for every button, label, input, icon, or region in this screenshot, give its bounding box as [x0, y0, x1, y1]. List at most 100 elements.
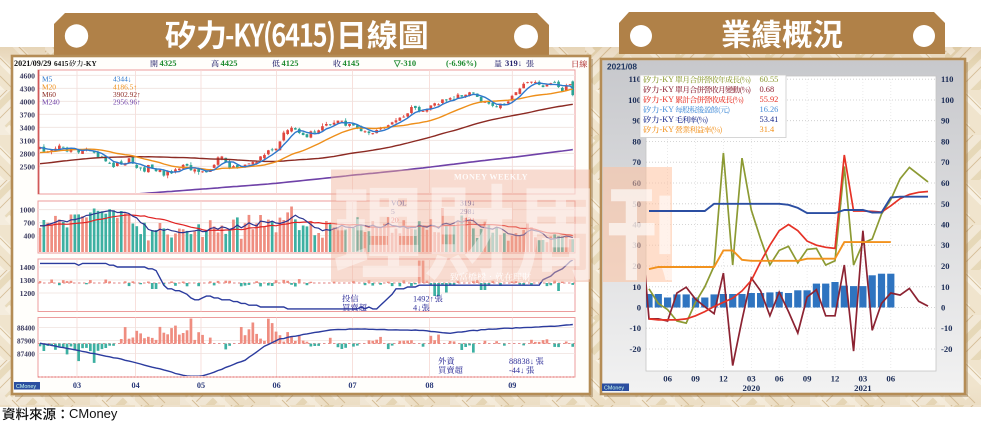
svg-text:-20: -20: [941, 344, 952, 354]
svg-text:04: 04: [132, 381, 140, 390]
svg-text:06: 06: [775, 374, 784, 384]
svg-text:1200: 1200: [20, 289, 36, 298]
svg-text:-44↓: -44↓: [509, 366, 524, 375]
svg-text:4344↓: 4344↓: [113, 75, 131, 84]
svg-text:CMoney: CMoney: [604, 386, 624, 392]
svg-text:2021: 2021: [854, 383, 872, 393]
svg-text:03: 03: [747, 374, 756, 384]
svg-text:342↑: 342↑: [460, 216, 475, 225]
svg-text:03: 03: [859, 374, 868, 384]
svg-text:09: 09: [508, 381, 516, 390]
svg-text:80: 80: [632, 137, 641, 147]
svg-text:319↓: 319↓: [460, 199, 475, 208]
svg-text:-KY: -KY: [660, 125, 675, 134]
svg-text:110: 110: [629, 74, 641, 84]
svg-text:70: 70: [941, 157, 950, 167]
svg-text:06: 06: [663, 374, 672, 384]
svg-text:20: 20: [941, 261, 950, 271]
svg-text:60.55: 60.55: [760, 75, 779, 84]
svg-text:3902.92↑: 3902.92↑: [113, 90, 141, 99]
svg-text:-KY: -KY: [660, 85, 675, 94]
svg-text:0: 0: [941, 303, 945, 313]
svg-text:1000: 1000: [20, 206, 36, 215]
svg-text:2800: 2800: [20, 149, 36, 158]
svg-text:CMoney: CMoney: [16, 384, 36, 390]
svg-text:80: 80: [941, 137, 950, 147]
svg-text:06: 06: [886, 374, 895, 384]
svg-text:-KY: -KY: [660, 105, 675, 114]
svg-text:110: 110: [941, 74, 953, 84]
svg-text:16.26: 16.26: [760, 105, 779, 114]
svg-text:4↓: 4↓: [413, 304, 421, 313]
svg-text:4325: 4325: [160, 58, 177, 68]
svg-text:06: 06: [273, 381, 281, 390]
svg-text:05: 05: [197, 381, 205, 390]
svg-text:3700: 3700: [20, 110, 36, 119]
svg-text:1492↑: 1492↑: [413, 295, 434, 304]
svg-text:55.92: 55.92: [760, 95, 779, 104]
svg-text:1400: 1400: [20, 263, 36, 272]
svg-text:M20: M20: [42, 82, 56, 91]
svg-text:400: 400: [23, 232, 35, 241]
svg-text:-KY: -KY: [660, 75, 675, 84]
svg-text:1300: 1300: [20, 276, 36, 285]
svg-text:30: 30: [941, 240, 950, 250]
svg-text:100: 100: [628, 95, 641, 105]
svg-text:53.41: 53.41: [760, 115, 779, 124]
svg-text:319↓: 319↓: [505, 58, 522, 68]
svg-text:VOL: VOL: [391, 199, 407, 208]
svg-text:100: 100: [941, 95, 954, 105]
svg-text:(-6.96%): (-6.96%): [446, 59, 477, 68]
svg-text:50: 50: [941, 199, 950, 209]
svg-text:2021/09/29: 2021/09/29: [14, 59, 51, 68]
svg-text:0: 0: [637, 303, 641, 313]
svg-text:10: 10: [632, 282, 641, 292]
svg-text:700: 700: [23, 219, 35, 228]
svg-text:31.4: 31.4: [760, 125, 775, 134]
svg-text:M5: M5: [42, 75, 53, 84]
svg-text:87900: 87900: [17, 338, 35, 346]
svg-text:4425: 4425: [221, 58, 238, 68]
svg-text:09: 09: [691, 374, 700, 384]
svg-text:M240: M240: [42, 97, 60, 106]
svg-text:-10: -10: [630, 323, 641, 333]
svg-text:-20: -20: [630, 344, 641, 354]
svg-text:12: 12: [831, 374, 840, 384]
svg-text:08: 08: [425, 381, 433, 390]
svg-text:88400: 88400: [17, 325, 35, 333]
svg-text:CMoney: CMoney: [69, 406, 118, 421]
svg-text:4000: 4000: [20, 97, 36, 106]
svg-text:298↓: 298↓: [460, 207, 475, 216]
svg-text:88838↓: 88838↓: [509, 357, 534, 366]
svg-text:0.68: 0.68: [760, 85, 775, 94]
svg-text:09: 09: [803, 374, 812, 384]
svg-text:4186.5↑: 4186.5↑: [113, 82, 137, 91]
svg-text:6415: 6415: [54, 60, 69, 68]
svg-text:12: 12: [719, 374, 728, 384]
svg-text:3100: 3100: [20, 136, 36, 145]
svg-text:4145: 4145: [343, 58, 360, 68]
svg-text:87400: 87400: [17, 351, 35, 359]
svg-text:4125: 4125: [282, 58, 299, 68]
svg-text:70: 70: [632, 157, 641, 167]
svg-text:4600: 4600: [20, 71, 36, 80]
svg-text:▽-310: ▽-310: [393, 58, 416, 68]
svg-text:10: 10: [941, 282, 950, 292]
svg-text:4300: 4300: [20, 84, 36, 93]
svg-text:07: 07: [348, 381, 356, 390]
svg-text:60: 60: [941, 178, 950, 188]
svg-text:2020: 2020: [743, 383, 761, 393]
svg-text:03: 03: [73, 381, 81, 390]
svg-text:2956.96↑: 2956.96↑: [113, 97, 141, 106]
svg-text:90: 90: [632, 116, 641, 126]
svg-text:-KY: -KY: [660, 95, 675, 104]
svg-text:M60: M60: [42, 90, 56, 99]
svg-text:MONEY WEEKLY: MONEY WEEKLY: [454, 173, 528, 182]
svg-text:3400: 3400: [20, 123, 36, 132]
svg-text:2021/08: 2021/08: [607, 62, 637, 72]
svg-text:-10: -10: [941, 323, 952, 333]
svg-text:2500: 2500: [20, 162, 36, 171]
svg-text:40: 40: [941, 220, 950, 230]
svg-text:-KY: -KY: [84, 60, 98, 68]
svg-text:-KY: -KY: [660, 115, 675, 124]
